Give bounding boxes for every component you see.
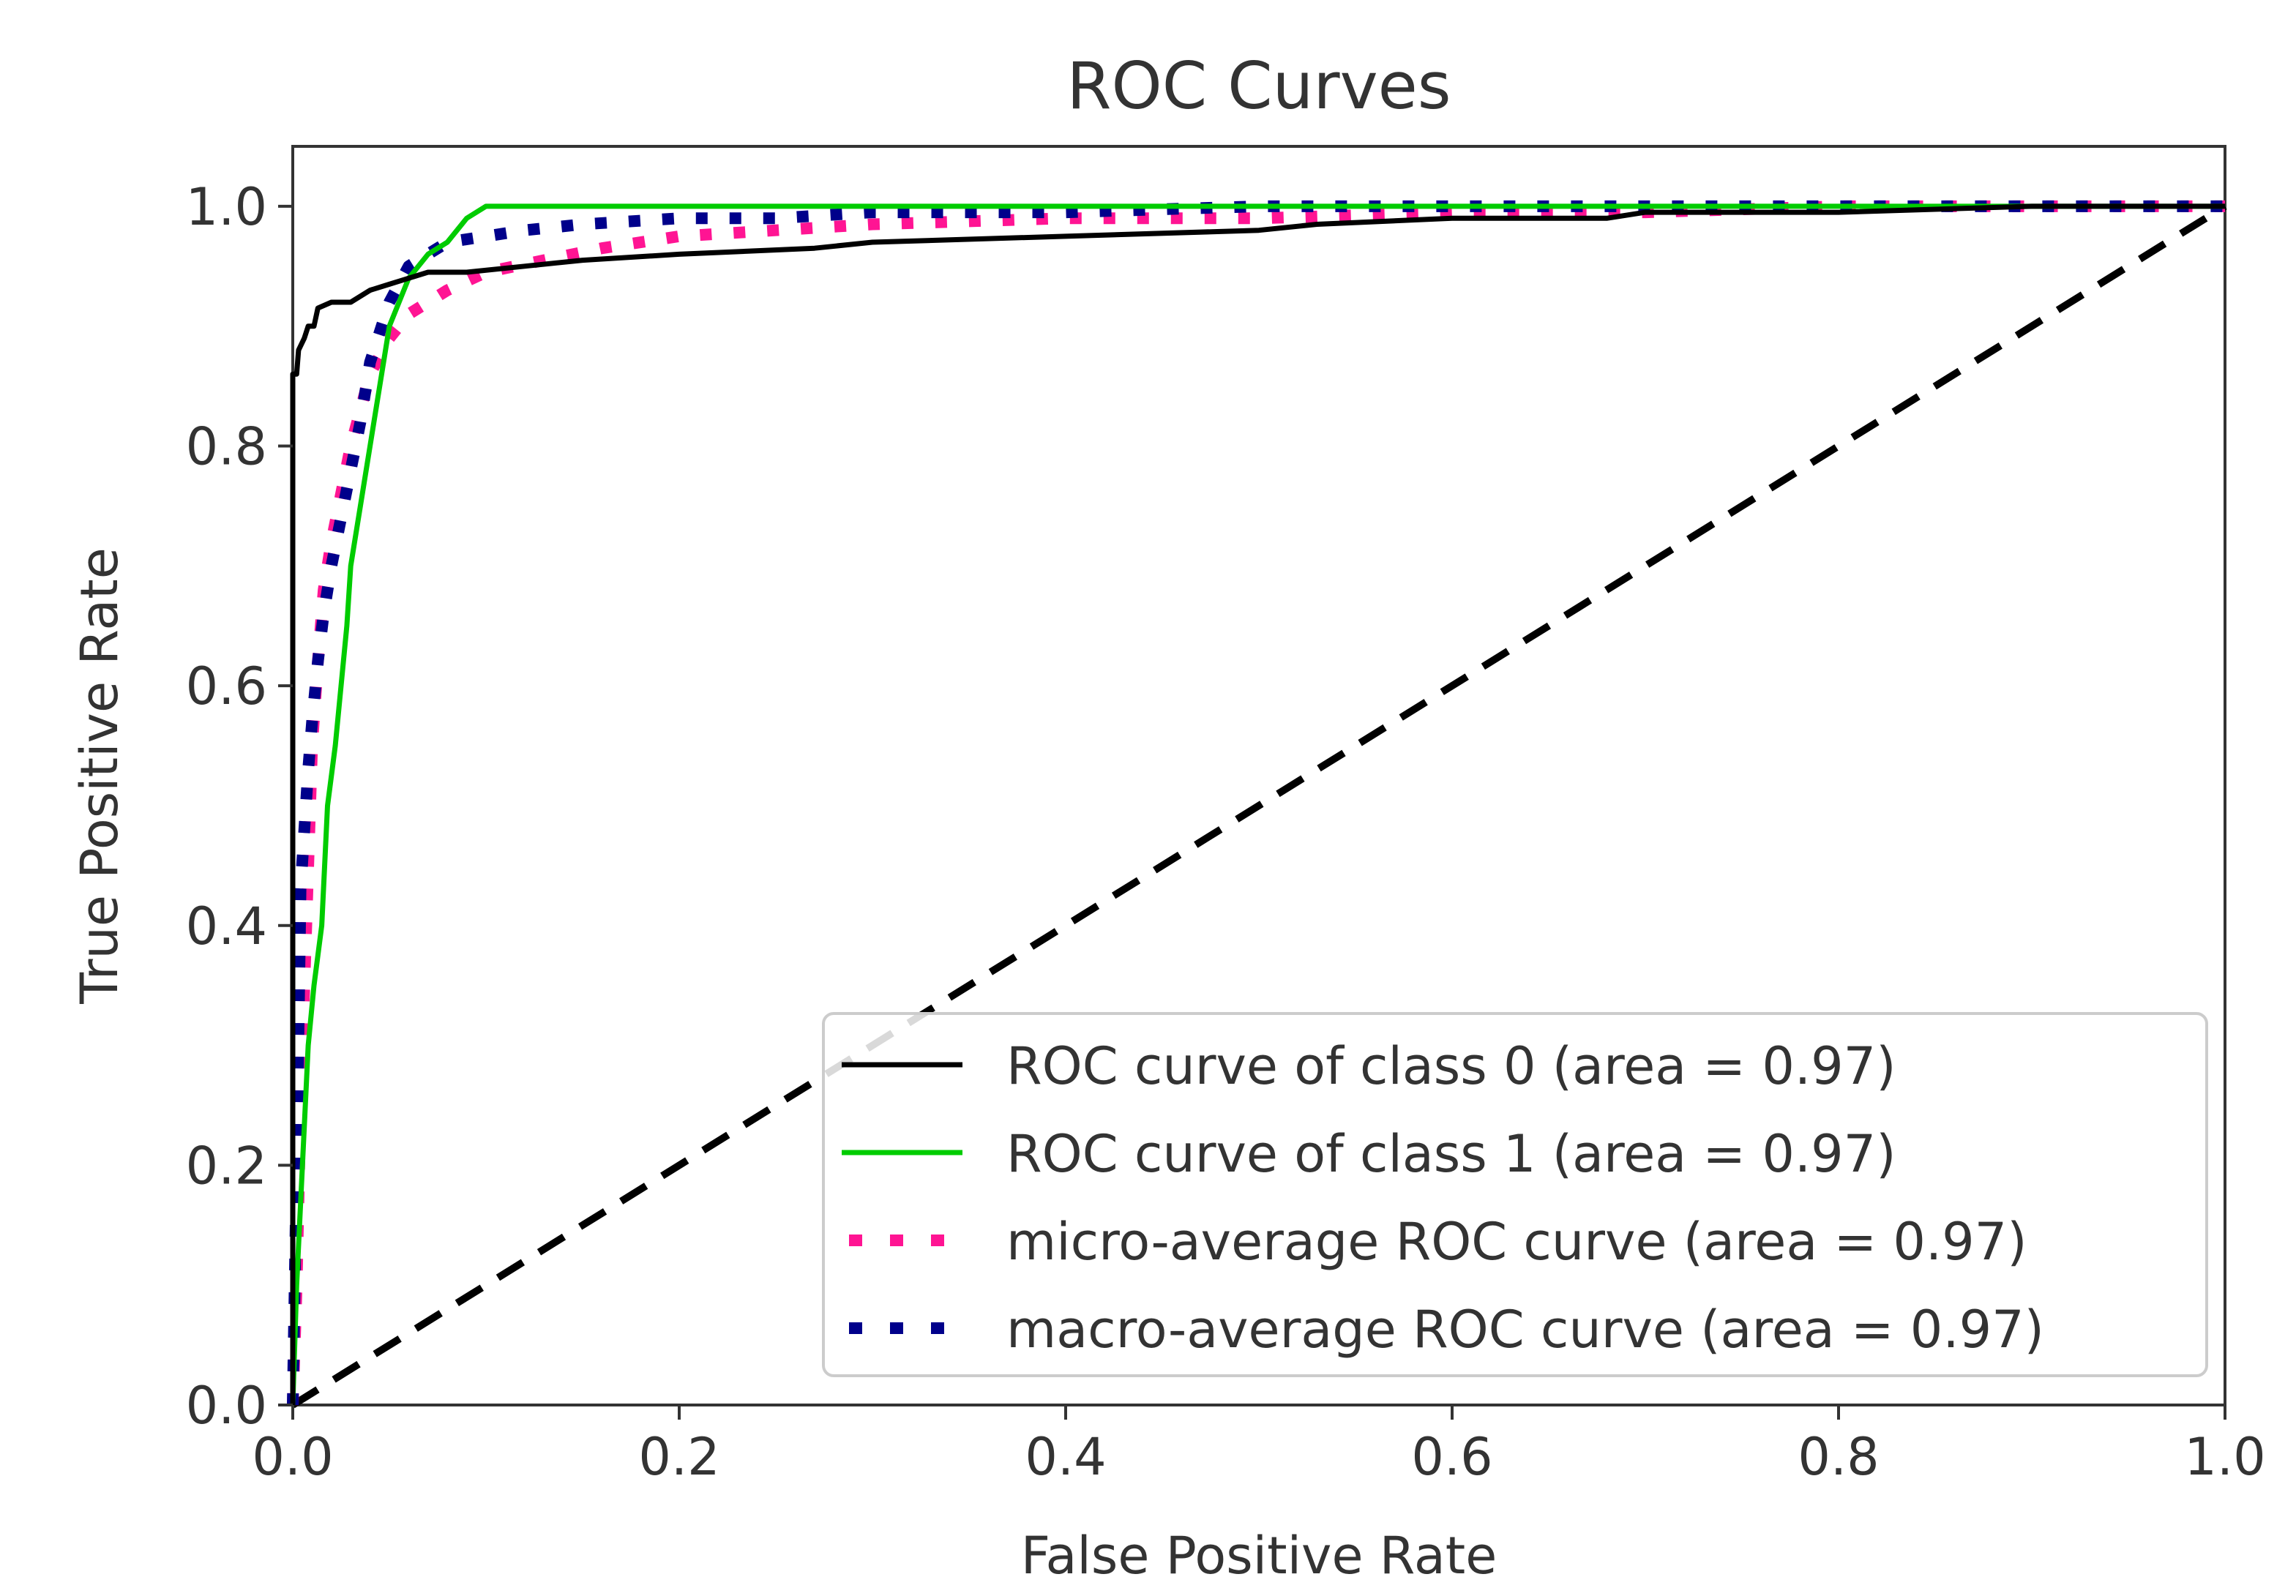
legend-label-3: macro-average ROC curve (area = 0.97) bbox=[1006, 1300, 2044, 1360]
series-layer bbox=[287, 200, 2227, 1409]
series-line-3 bbox=[287, 200, 2225, 1406]
legend-box bbox=[822, 1012, 2208, 1377]
x-tick-label: 0.4 bbox=[1025, 1427, 1106, 1487]
x-tick-label: 0.8 bbox=[1798, 1427, 1879, 1487]
y-axis-label: True Positive Rate bbox=[70, 547, 130, 1005]
legend-label-0: ROC curve of class 0 (area = 0.97) bbox=[1006, 1036, 1896, 1096]
series-line-1 bbox=[290, 203, 2225, 1406]
x-tick-label: 0.2 bbox=[638, 1427, 719, 1487]
series-line-0 bbox=[290, 203, 2225, 1405]
y-tick-label: 1.0 bbox=[186, 177, 267, 237]
x-tick-label: 0.6 bbox=[1411, 1427, 1492, 1487]
y-tick-label: 0.0 bbox=[186, 1376, 267, 1436]
chart-title: ROC Curves bbox=[1066, 48, 1451, 124]
y-tick-label: 0.4 bbox=[186, 896, 267, 956]
legend-entries: ROC curve of class 0 (area = 0.97) ROC cu… bbox=[842, 1036, 2044, 1360]
x-tick-label: 0.0 bbox=[252, 1427, 333, 1487]
y-axis-ticks: 0.0 0.2 0.4 0.6 0.8 1.0 bbox=[186, 177, 293, 1436]
x-tick-label: 1.0 bbox=[2184, 1427, 2265, 1487]
legend-label-2: micro-average ROC curve (area = 0.97) bbox=[1006, 1212, 2027, 1272]
legend-label-1: ROC curve of class 1 (area = 0.97) bbox=[1006, 1124, 1896, 1184]
x-axis-label: False Positive Rate bbox=[1021, 1526, 1497, 1586]
chance-diagonal-line bbox=[291, 203, 2227, 1409]
y-tick-label: 0.2 bbox=[186, 1136, 267, 1196]
legend: ROC curve of class 0 (area = 0.97) ROC cu… bbox=[822, 1012, 2208, 1377]
x-axis-ticks: 0.0 0.2 0.4 0.6 0.8 1.0 bbox=[252, 1405, 2266, 1487]
y-tick-label: 0.6 bbox=[186, 656, 267, 716]
y-tick-label: 0.8 bbox=[186, 417, 267, 477]
